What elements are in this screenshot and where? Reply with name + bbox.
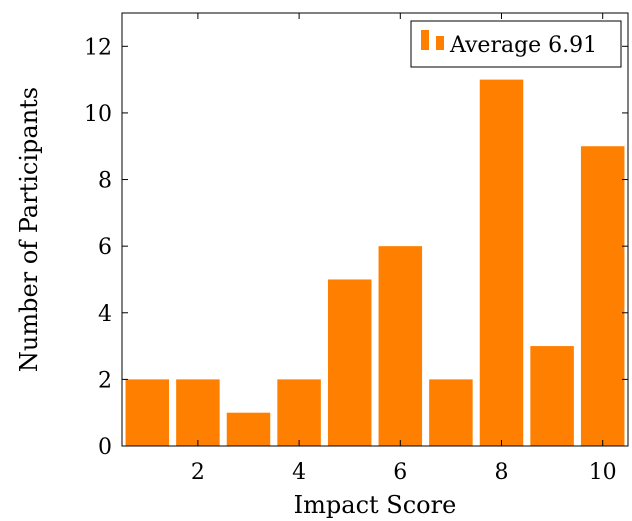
x-tick-label: 8 [495,460,509,485]
y-tick-label: 6 [98,235,112,260]
bar [479,79,524,446]
x-tick-label: 2 [191,460,205,485]
y-tick-label: 4 [98,302,112,327]
tick-labels-group: 2 4 6 8 10 0 2 4 6 8 10 12 [84,35,617,485]
y-axis-label: Number of Participants [15,87,43,372]
x-tick-label: 6 [393,460,407,485]
x-axis-label: Impact Score [294,491,457,519]
bar [429,379,473,446]
bar [327,279,372,446]
bar [530,346,574,446]
x-tick-label: 4 [292,460,306,485]
bar [378,246,423,446]
bar [176,379,220,446]
legend-swatch [421,30,429,50]
y-tick-label: 12 [84,35,112,60]
bar [580,146,625,446]
bars-group [125,79,625,446]
legend-label: Average 6.91 [449,33,597,58]
bar [125,379,170,446]
y-tick-label: 0 [98,435,112,460]
legend: Average 6.91 [410,20,622,68]
x-tick-label: 10 [589,460,617,485]
y-tick-label: 10 [84,102,112,127]
bar [226,412,271,446]
legend-swatch [436,36,444,50]
plot-frame [121,12,629,447]
bar [277,379,321,446]
legend-box [410,20,622,68]
y-tick-label: 2 [98,368,112,393]
y-tick-label: 8 [98,169,112,194]
